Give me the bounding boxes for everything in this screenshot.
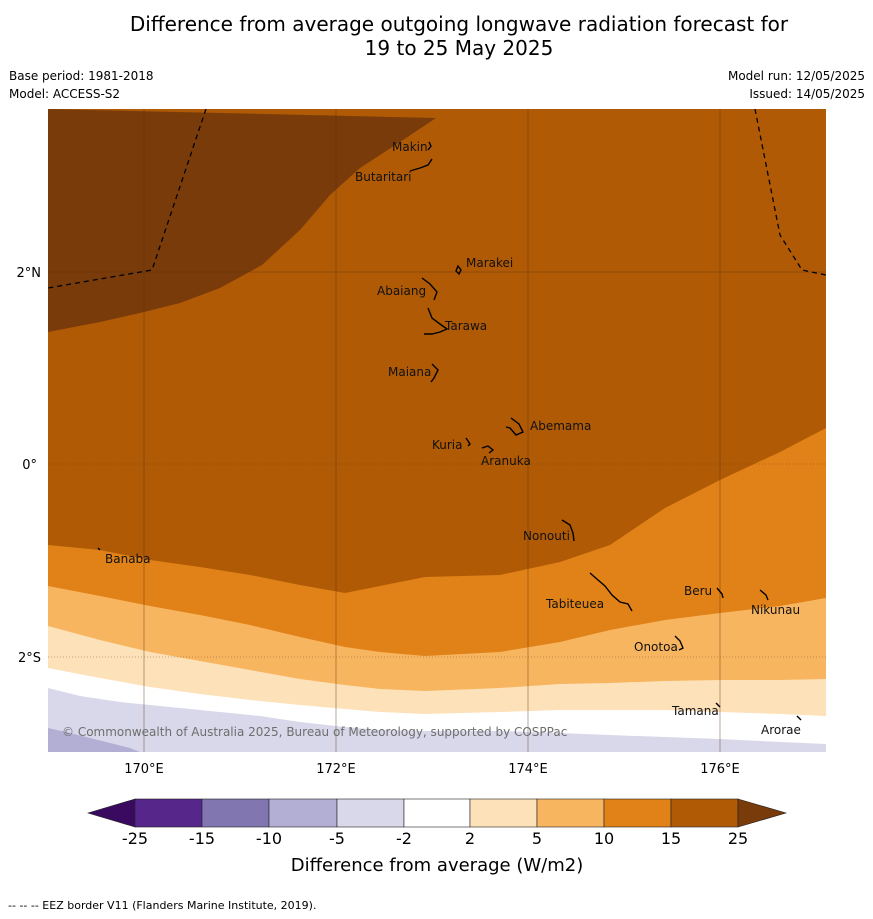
colorbar-tick: -15 — [189, 829, 215, 848]
colorbar-swatch-m2-2 — [403, 798, 471, 828]
label-butaritari: Butaritari — [355, 170, 412, 184]
label-makin: Makin — [392, 140, 428, 154]
lon-label-170e: 170°E — [124, 762, 164, 777]
arorae-outline — [796, 715, 802, 721]
colorbar — [86, 798, 788, 828]
meta-left: Base period: 1981-2018 Model: ACCESS-S2 — [9, 67, 154, 103]
band-above-25 — [48, 109, 436, 332]
colorbar-ticks: -25 -15 -10 -5 -2 2 5 10 15 25 — [122, 829, 748, 848]
label-maiana: Maiana — [388, 365, 431, 379]
meta-right: Model run: 12/05/2025 Issued: 14/05/2025 — [728, 67, 865, 103]
band-minus10-to-minus5-right — [560, 741, 826, 752]
label-marakei: Marakei — [466, 256, 513, 270]
colorbar-swatch-m5-m2 — [336, 798, 405, 828]
abaiang-outline — [421, 277, 438, 301]
marakei-outline — [455, 264, 462, 276]
tamana-outline — [715, 702, 721, 708]
eez-borders — [48, 109, 826, 289]
colorbar-label: Difference from average (W/m2) — [291, 855, 583, 876]
eez-footnote: -- -- -- EEZ border V11 (Flanders Marine… — [8, 899, 317, 912]
colorbar-extend-low — [86, 798, 136, 828]
label-nonouti: Nonouti — [523, 529, 570, 543]
map-panel: Makin Butaritari Marakei Abaiang Tarawa … — [48, 109, 826, 752]
colorbar-tick: -10 — [256, 829, 282, 848]
colorbar-tick: 10 — [594, 829, 614, 848]
lat-label-0: 0° — [22, 458, 37, 473]
label-nikunau: Nikunau — [751, 603, 800, 617]
colorbar-swatch-5-10 — [536, 798, 605, 828]
lon-label-174e: 174°E — [508, 762, 548, 777]
colorbar-tick: -25 — [122, 829, 148, 848]
label-aranuka: Aranuka — [481, 454, 531, 468]
label-beru: Beru — [684, 584, 712, 598]
band-minus10-to-minus5 — [48, 728, 140, 752]
label-abaiang: Abaiang — [377, 284, 426, 298]
colorbar-tick: 5 — [532, 829, 542, 848]
colorbar-swatch-15-25 — [670, 798, 739, 828]
colorbar-swatch-2-5 — [469, 798, 538, 828]
band-minus5-to-minus2 — [48, 688, 826, 752]
issued-date: Issued: 14/05/2025 — [749, 87, 865, 101]
island-outlines — [97, 141, 802, 721]
nikunau-outline — [759, 589, 769, 601]
colorbar-tick: 2 — [465, 829, 475, 848]
maiana-outline — [430, 363, 439, 383]
lon-label-176e: 176°E — [700, 762, 740, 777]
kuria-outline — [465, 437, 471, 447]
butaritari-outline — [409, 158, 433, 172]
eez-border-west — [48, 109, 207, 289]
base-period: Base period: 1981-2018 — [9, 69, 154, 83]
eez-border-east — [754, 109, 826, 276]
abemama-outline — [505, 417, 524, 436]
graticule — [48, 109, 826, 752]
label-arorae: Arorae — [761, 723, 801, 737]
title-line-2: 19 to 25 May 2025 — [364, 36, 554, 60]
label-banaba: Banaba — [105, 552, 151, 566]
latitude-labels: 2°N 0° 2°S — [17, 266, 42, 666]
tabiteuea-outline — [589, 572, 633, 612]
label-abemama: Abemama — [530, 419, 591, 433]
colorbar-swatch-m10-m5 — [268, 798, 338, 828]
colorbar-tick: 15 — [661, 829, 681, 848]
label-tarawa: Tarawa — [444, 319, 487, 333]
colorbar-tick: 25 — [728, 829, 748, 848]
label-tamana: Tamana — [671, 704, 719, 718]
island-labels: Makin Butaritari Marakei Abaiang Tarawa … — [105, 140, 801, 737]
longitude-labels: 170°E 172°E 174°E 176°E — [124, 762, 740, 777]
colorbar-swatch-10-15 — [603, 798, 672, 828]
lat-label-2n: 2°N — [17, 266, 42, 281]
colorbar-tick: -5 — [329, 829, 345, 848]
chart-title: Difference from average outgoing longwav… — [0, 12, 873, 60]
colorbar-swatch-m15-m10 — [201, 798, 270, 828]
title-line-1: Difference from average outgoing longwav… — [129, 12, 789, 36]
copyright-notice: © Commonwealth of Australia 2025, Bureau… — [62, 725, 567, 739]
label-kuria: Kuria — [432, 438, 463, 452]
makin-outline — [427, 141, 432, 151]
label-tabiteuea: Tabiteuea — [545, 597, 604, 611]
model-name: Model: ACCESS-S2 — [9, 87, 121, 101]
lat-label-2s: 2°S — [18, 651, 41, 666]
lon-label-172e: 172°E — [316, 762, 356, 777]
nonouti-outline — [561, 519, 575, 542]
colorbar-extend-high — [737, 798, 788, 828]
label-onotoa: Onotoa — [634, 640, 678, 654]
colorbar-tick: -2 — [396, 829, 412, 848]
onotoa-outline — [674, 635, 684, 651]
colorbar-swatch-m25-m15 — [134, 798, 203, 828]
tarawa-outline — [424, 307, 449, 335]
model-run: Model run: 12/05/2025 — [727, 69, 865, 83]
banaba-outline — [97, 547, 101, 551]
beru-outline — [716, 587, 724, 599]
aranuka-outline — [481, 445, 495, 454]
